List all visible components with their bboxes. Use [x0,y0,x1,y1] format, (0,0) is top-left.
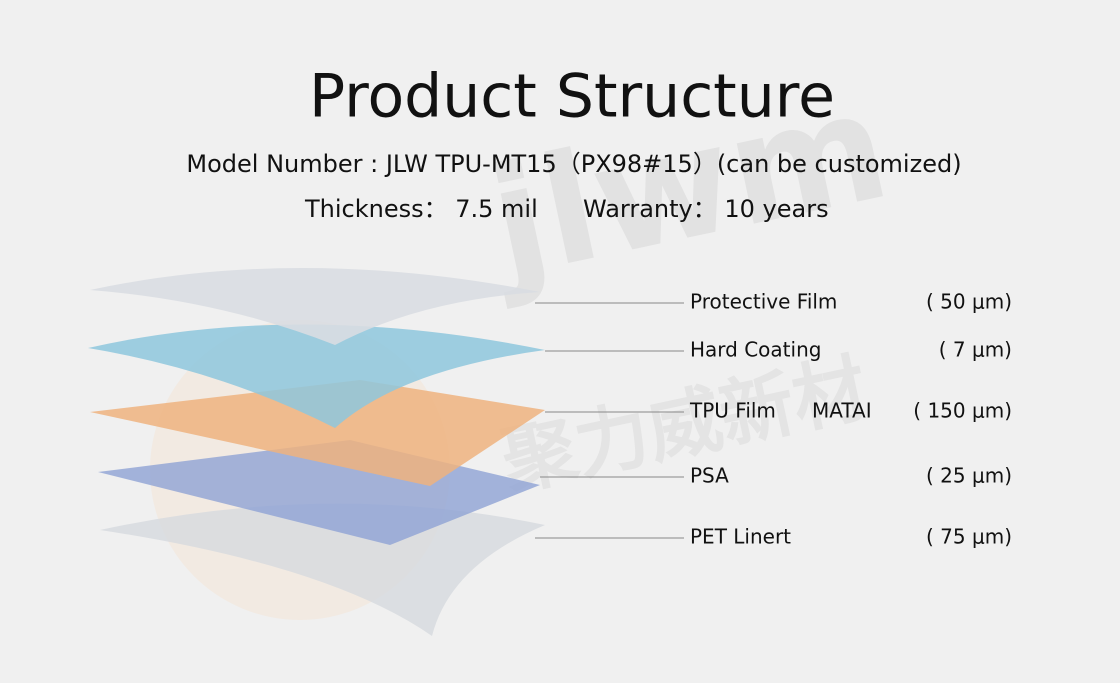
layer-name: TPU Film [689,399,776,423]
layer-thickness: ( 75 μm) [926,525,1012,549]
layer-material: MATAI [812,399,872,423]
model-number: Model Number : JLW TPU-MT15（PX98#15）(can… [186,150,961,178]
layer-thickness: ( 150 μm) [913,399,1012,423]
layer-labels: Protective Film ( 50 μm) Hard Coating ( 7 μ… [535,290,1012,549]
title: Product Structure [309,62,835,132]
thickness: Thickness： 7.5 mil [304,195,538,223]
layer-name: PET Linert [690,525,791,549]
layer-name: Protective Film [690,290,837,314]
layer-thickness: ( 25 μm) [926,464,1012,488]
layer-thickness: ( 7 μm) [939,338,1012,362]
layer-thickness: ( 50 μm) [926,290,1012,314]
layer-sheet [100,503,545,636]
layer-sheet [90,267,540,345]
warranty: Warranty： 10 years [583,195,829,223]
layer-name: PSA [690,464,729,488]
layer-sheet [88,324,545,428]
layer-name: Hard Coating [690,338,821,362]
layer-sheet [90,380,545,486]
